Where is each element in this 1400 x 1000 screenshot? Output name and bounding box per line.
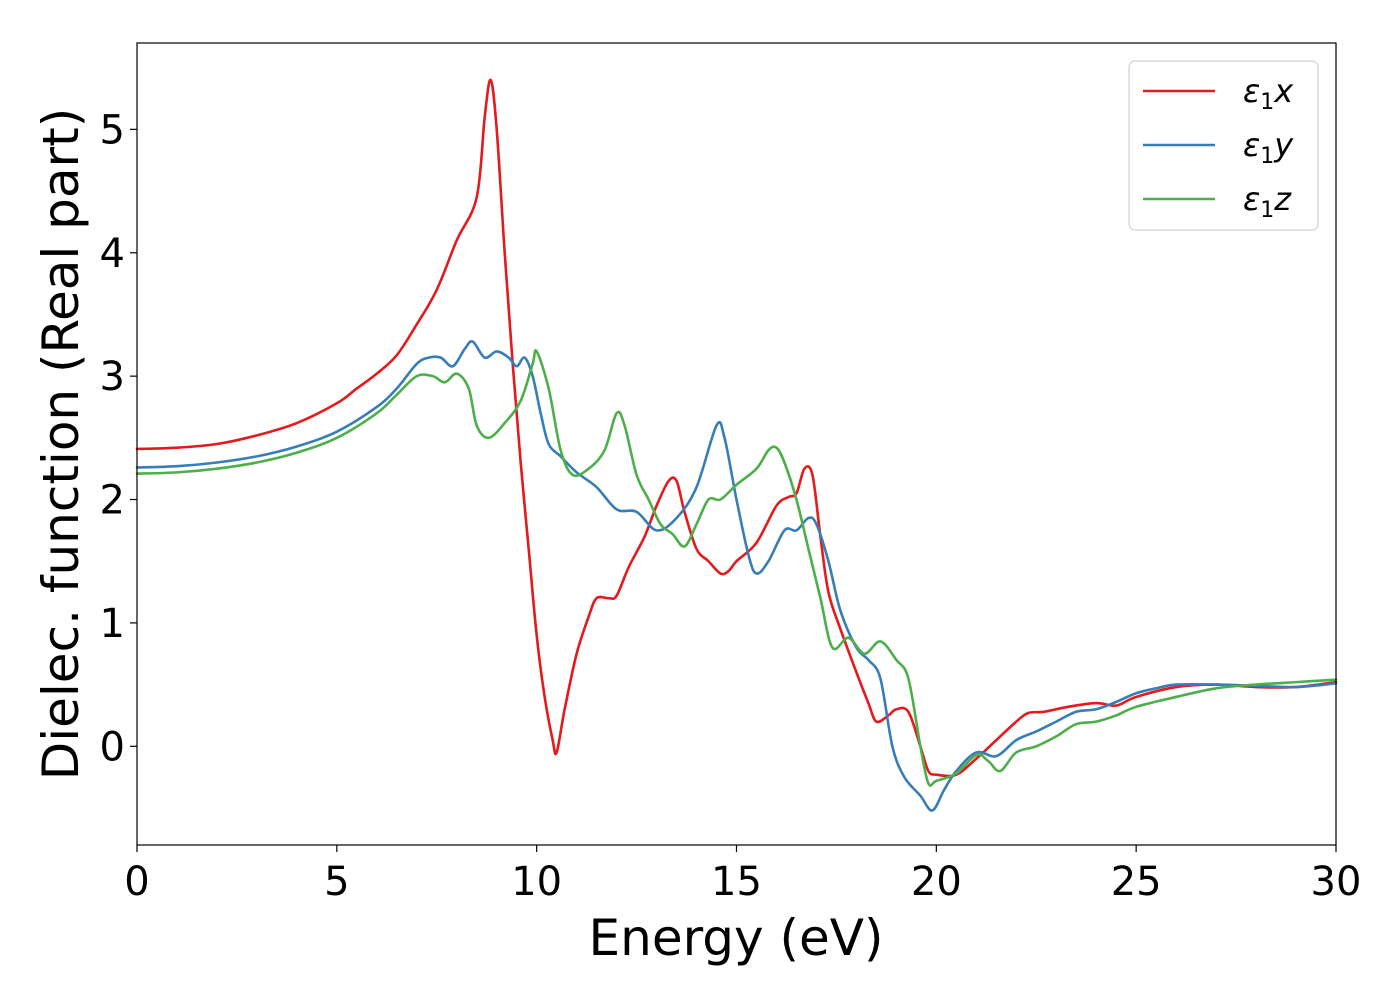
y-tick-label: 3 xyxy=(100,354,125,400)
series-line-x xyxy=(135,78,1338,778)
x-tick-label: 5 xyxy=(324,859,349,905)
y-axis-title: Dielec. function (Real part) xyxy=(32,108,90,780)
legend-label-y: ε1y xyxy=(1243,126,1294,169)
y-tick-label: 5 xyxy=(100,107,125,153)
y-tick-label: 0 xyxy=(100,724,125,770)
legend-label-z: ε1z xyxy=(1243,180,1292,223)
y-tick-label: 2 xyxy=(100,478,125,524)
legend-label-x: ε1x xyxy=(1243,72,1294,115)
series-line-y xyxy=(135,340,1338,812)
legend-box xyxy=(1128,60,1319,231)
legend: ε1x ε1y ε1z xyxy=(1128,60,1319,231)
x-tick-label: 0 xyxy=(124,859,149,905)
series-layer xyxy=(135,78,1338,812)
y-tick-label: 1 xyxy=(100,601,125,647)
x-axis-title: Energy (eV) xyxy=(589,909,884,967)
x-tick-label: 25 xyxy=(1111,859,1162,905)
x-tick-label: 30 xyxy=(1311,859,1362,905)
y-tick-label: 4 xyxy=(100,231,125,277)
x-tick-label: 10 xyxy=(511,859,562,905)
ticks-layer: 0 5 10 15 20 25 30 0 1 2 3 4 5 xyxy=(100,107,1362,905)
x-tick-label: 20 xyxy=(911,859,962,905)
x-tick-label: 15 xyxy=(711,859,762,905)
series-line-z xyxy=(135,349,1338,787)
